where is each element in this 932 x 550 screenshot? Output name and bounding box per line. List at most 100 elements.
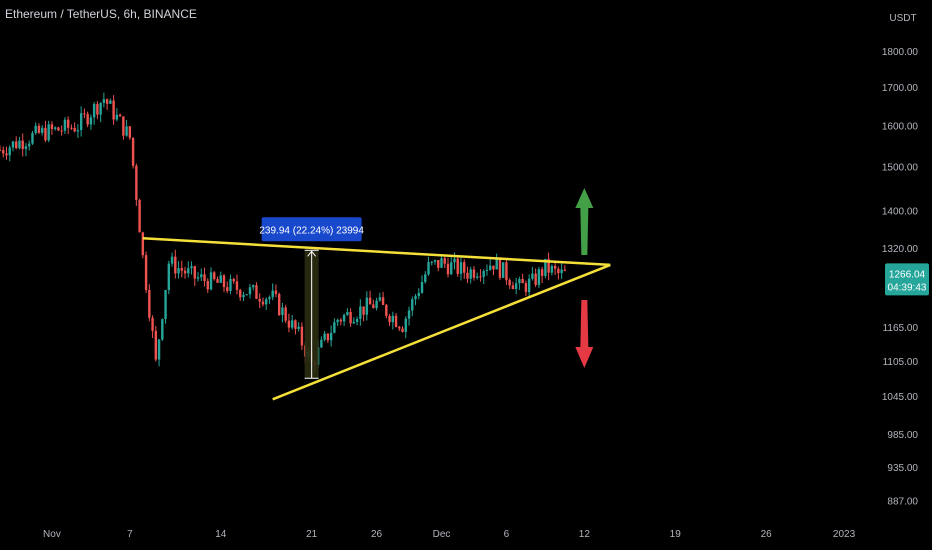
candle-body — [398, 326, 401, 329]
candle-body — [122, 116, 125, 136]
candle-body — [268, 297, 271, 300]
candle-body — [514, 283, 518, 290]
price-axis[interactable]: USDT 1800.00 1700.00 1600.00 1500.00 1400.00 1… — [882, 13, 929, 507]
candle-body — [492, 265, 495, 270]
candle-body — [550, 265, 554, 273]
candle-body — [476, 276, 479, 278]
drawings-layer: 239.94 (22.24%) 23994 — [142, 188, 611, 401]
candle-body — [443, 258, 446, 264]
candle-body — [355, 318, 359, 322]
candle-body — [141, 232, 145, 256]
candle-body — [427, 262, 430, 275]
candle-body — [34, 125, 37, 134]
candle-body — [209, 272, 213, 290]
candle-body — [239, 289, 242, 298]
price-tick-label: 1700.00 — [882, 83, 919, 94]
candle-body — [365, 297, 369, 315]
candle-body — [216, 279, 219, 283]
candle-body — [66, 119, 70, 128]
time-tick-label: 7 — [127, 529, 133, 540]
candle-body — [346, 311, 349, 316]
candle-body — [375, 300, 378, 309]
candle-body — [76, 130, 80, 132]
candle-body — [37, 125, 41, 133]
time-tick-label: 21 — [306, 529, 318, 540]
candle-body — [193, 266, 196, 279]
candle-body — [488, 265, 492, 270]
candle-body — [44, 127, 47, 141]
candle-body — [537, 269, 541, 285]
candle-body — [336, 319, 339, 323]
candle-body — [2, 150, 5, 154]
candle-body — [329, 332, 333, 341]
candle-body — [274, 290, 278, 295]
time-tick-label: 2023 — [833, 529, 856, 540]
countdown-label: 04:39:43 — [888, 282, 927, 293]
candle-body — [131, 137, 135, 166]
price-tick-label: 1105.00 — [883, 357, 919, 368]
candle-body — [391, 315, 395, 323]
candle-body — [226, 287, 229, 291]
candle-body — [79, 113, 83, 131]
candle-body — [222, 275, 226, 288]
candle-body — [203, 274, 206, 281]
candle-body — [187, 268, 190, 274]
candle-body — [485, 269, 489, 271]
candle-body — [388, 315, 391, 323]
candle-body — [287, 320, 291, 328]
candle-body — [381, 297, 385, 305]
candle-body — [183, 270, 187, 274]
candle-body — [151, 317, 154, 331]
candle-body — [433, 260, 437, 262]
price-tick-label: 1600.00 — [882, 122, 919, 133]
upper-trendline — [142, 237, 611, 267]
candle-body — [0, 149, 2, 151]
candle-body — [385, 304, 388, 316]
candle-body — [200, 274, 203, 278]
price-tick-label: 1800.00 — [882, 47, 919, 58]
arrow-up-icon — [575, 188, 594, 255]
candle-body — [264, 299, 268, 305]
candle-body — [167, 263, 171, 291]
candle-body — [248, 287, 252, 295]
candle-body — [297, 326, 300, 329]
candle-body — [128, 126, 132, 138]
measure-label: 239.94 (22.24%) 23994 — [259, 225, 364, 236]
candle-body — [479, 276, 482, 278]
candle-body — [472, 269, 476, 278]
price-axis-unit: USDT — [889, 13, 916, 24]
candle-body — [11, 141, 15, 148]
candle-body — [258, 298, 261, 302]
candles-layer — [0, 92, 567, 372]
time-tick-label: Dec — [433, 529, 451, 540]
time-axis[interactable]: Nov 7 14 21 26 Dec 6 12 19 26 2023 — [43, 529, 856, 540]
candle-body — [31, 133, 34, 144]
candle-body — [232, 278, 235, 282]
candle-body — [430, 261, 433, 263]
price-tick-label: 935.00 — [887, 463, 918, 474]
candle-body — [563, 269, 567, 271]
candle-body — [5, 153, 8, 156]
candle-body — [148, 289, 151, 318]
candle-body — [135, 165, 138, 200]
candle-body — [320, 339, 323, 348]
time-tick-label: 26 — [761, 529, 773, 540]
time-tick-label: 19 — [670, 529, 682, 540]
candle-body — [174, 256, 177, 274]
candle-body — [21, 140, 24, 150]
candle-body — [83, 113, 86, 115]
candle-body — [213, 272, 216, 280]
candle-body — [508, 280, 511, 286]
candle-body — [53, 127, 57, 130]
last-price-badge — [885, 263, 929, 296]
candle-body — [284, 307, 287, 321]
time-tick-label: Nov — [43, 529, 61, 540]
candle-body — [28, 143, 31, 147]
candle-body — [553, 265, 557, 269]
price-tick-label: 985.00 — [887, 430, 918, 441]
candle-body — [557, 268, 560, 274]
candle-body — [41, 127, 44, 133]
candle-body — [50, 124, 54, 130]
candle-body — [518, 279, 521, 284]
